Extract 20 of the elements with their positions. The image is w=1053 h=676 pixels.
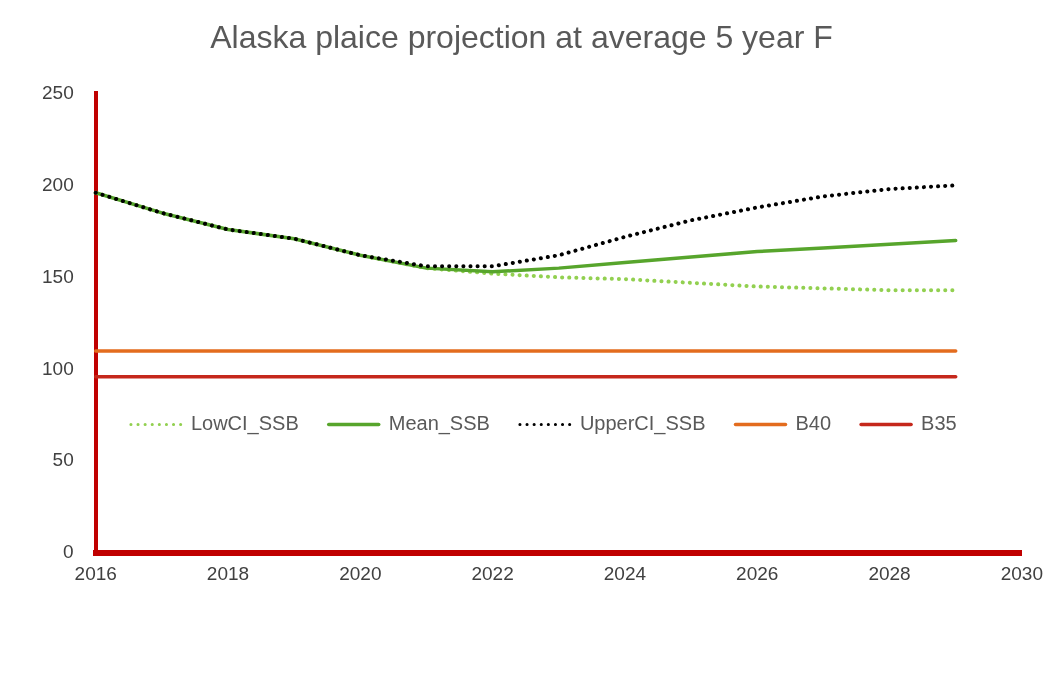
legend-label: B40: [795, 411, 832, 434]
x-tick-label: 2022: [471, 562, 514, 584]
legend-label: UpperCI_SSB: [579, 411, 706, 435]
legend-label: Mean_SSB: [388, 411, 490, 435]
x-tick-label: 2028: [868, 562, 911, 584]
legend-label: B35: [921, 411, 957, 434]
y-tick-label: 250: [42, 81, 74, 103]
x-tick-label: 2030: [1000, 562, 1044, 584]
y-tick-label: 50: [52, 449, 74, 471]
x-tick-label: 2026: [736, 562, 779, 584]
chart-title: Alaska plaice projection at average 5 year F: [210, 19, 833, 56]
y-tick-label: 200: [42, 173, 74, 195]
x-tick-label: 2018: [206, 562, 250, 584]
legend-label: LowCI_SSB: [190, 411, 299, 435]
x-tick-label: 2020: [339, 562, 382, 584]
x-tick-label: 2016: [74, 562, 117, 584]
y-tick-label: 100: [42, 357, 74, 379]
y-tick-label: 150: [42, 265, 74, 287]
x-tick-label: 2024: [603, 562, 647, 584]
y-tick-label: 0: [63, 541, 74, 563]
